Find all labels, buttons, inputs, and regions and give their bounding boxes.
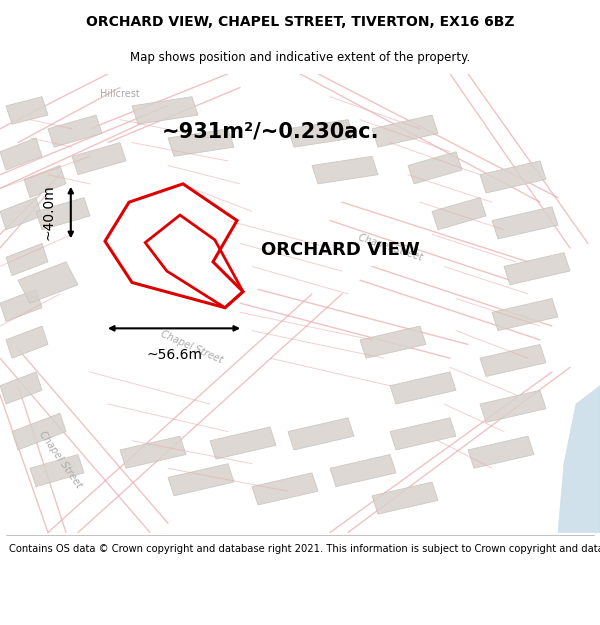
Polygon shape [0, 138, 42, 170]
Polygon shape [360, 326, 426, 358]
Polygon shape [390, 372, 456, 404]
Polygon shape [432, 198, 486, 230]
Polygon shape [558, 386, 600, 532]
Polygon shape [6, 326, 48, 358]
Polygon shape [210, 427, 276, 459]
Polygon shape [72, 142, 126, 174]
Text: ORCHARD VIEW: ORCHARD VIEW [261, 241, 420, 259]
Polygon shape [480, 344, 546, 376]
Polygon shape [288, 418, 354, 450]
Text: ~56.6m: ~56.6m [146, 348, 202, 362]
Polygon shape [18, 262, 78, 303]
Polygon shape [30, 454, 84, 487]
Text: Chapel Street: Chapel Street [37, 429, 83, 489]
Polygon shape [252, 473, 318, 505]
Polygon shape [6, 244, 48, 276]
Polygon shape [504, 253, 570, 285]
Text: ORCHARD VIEW, CHAPEL STREET, TIVERTON, EX16 6BZ: ORCHARD VIEW, CHAPEL STREET, TIVERTON, E… [86, 15, 514, 29]
Polygon shape [0, 372, 42, 404]
Polygon shape [0, 289, 42, 321]
Polygon shape [312, 156, 378, 184]
Text: ~931m²/~0.230ac.: ~931m²/~0.230ac. [162, 121, 380, 141]
Polygon shape [372, 115, 438, 147]
Polygon shape [288, 119, 354, 147]
Polygon shape [372, 482, 438, 514]
Polygon shape [468, 436, 534, 468]
Polygon shape [12, 413, 66, 450]
Polygon shape [168, 464, 234, 496]
Text: ~40.0m: ~40.0m [42, 184, 56, 241]
Polygon shape [330, 454, 396, 487]
Polygon shape [492, 207, 558, 239]
Polygon shape [492, 299, 558, 331]
Polygon shape [120, 436, 186, 468]
Polygon shape [36, 198, 90, 230]
Polygon shape [132, 97, 198, 124]
Polygon shape [6, 97, 48, 124]
Polygon shape [480, 390, 546, 422]
Text: Contains OS data © Crown copyright and database right 2021. This information is : Contains OS data © Crown copyright and d… [9, 544, 600, 554]
Polygon shape [168, 129, 234, 156]
Text: Chapel Street: Chapel Street [160, 329, 224, 365]
Polygon shape [408, 152, 462, 184]
Text: Chapel Street: Chapel Street [356, 233, 424, 263]
Polygon shape [48, 115, 102, 147]
Polygon shape [480, 161, 546, 193]
Polygon shape [24, 166, 66, 198]
Text: Hillcrest: Hillcrest [100, 89, 140, 99]
Text: Map shows position and indicative extent of the property.: Map shows position and indicative extent… [130, 51, 470, 64]
Polygon shape [0, 198, 42, 230]
Polygon shape [390, 418, 456, 450]
